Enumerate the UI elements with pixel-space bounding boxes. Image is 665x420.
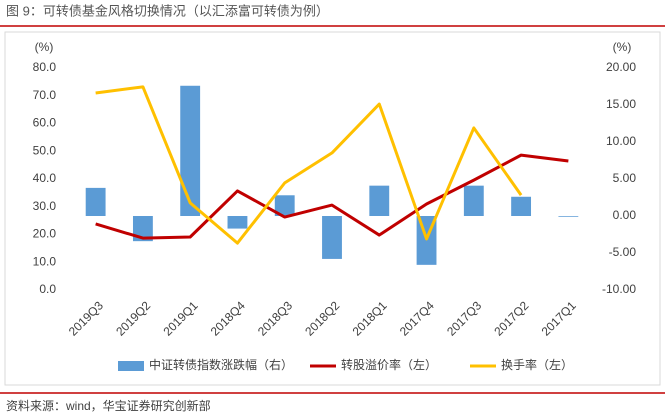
bar xyxy=(369,185,390,216)
bar xyxy=(322,216,342,259)
legend-label: 转股溢价率（左） xyxy=(341,357,437,372)
bar xyxy=(85,187,106,216)
line xyxy=(95,85,523,245)
bar xyxy=(180,85,201,216)
x-tick-label: 2018Q3 xyxy=(255,298,295,338)
y-tick-label: 40.0 xyxy=(33,171,57,185)
bar xyxy=(558,216,579,217)
y-tick-label: 20.0 xyxy=(33,227,57,241)
bar xyxy=(463,185,484,216)
y2-tick-label: 0.00 xyxy=(613,208,637,222)
x-tick-label: 2019Q1 xyxy=(160,298,200,338)
bar xyxy=(511,196,532,216)
y2-tick-label: -10.00 xyxy=(602,282,636,296)
y2-tick-label: 5.00 xyxy=(613,171,637,185)
x-tick-label: 2019Q2 xyxy=(113,298,153,338)
y-tick-label: 80.0 xyxy=(33,60,57,74)
y-tick-label: 30.0 xyxy=(33,199,57,213)
y-unit: (%) xyxy=(35,40,54,54)
legend-label: 中证转债指数涨跌幅（右） xyxy=(149,357,293,372)
x-tick-label: 2018Q2 xyxy=(302,298,342,338)
line xyxy=(95,153,569,240)
y2-tick-label: 10.00 xyxy=(606,134,636,148)
y-tick-label: 0.0 xyxy=(39,282,56,296)
y2-unit: (%) xyxy=(613,40,632,54)
x-tick-label: 2017Q3 xyxy=(444,298,484,338)
y-tick-label: 50.0 xyxy=(33,143,57,157)
y2-tick-label: -5.00 xyxy=(609,245,637,259)
bar xyxy=(132,216,153,242)
y-tick-label: 10.0 xyxy=(33,254,57,268)
legend-swatch xyxy=(118,361,144,371)
chart-title: 图 9：可转债基金风格切换情况（以汇添富可转债为例） xyxy=(6,3,329,18)
y2-tick-label: 20.00 xyxy=(606,60,636,74)
chart-frame xyxy=(4,31,661,386)
bar xyxy=(227,216,248,229)
x-tick-label: 2017Q4 xyxy=(397,298,437,338)
x-tick-label: 2018Q4 xyxy=(208,298,248,338)
source: 资料来源：wind，华宝证券研究创新部 xyxy=(6,398,211,413)
x-tick-label: 2018Q1 xyxy=(350,298,390,338)
x-tick-label: 2019Q3 xyxy=(66,298,106,338)
legend-label: 换手率（左） xyxy=(501,357,573,372)
y-tick-label: 60.0 xyxy=(33,116,57,130)
bar xyxy=(274,195,295,216)
y2-tick-label: 15.00 xyxy=(606,97,636,111)
x-tick-label: 2017Q1 xyxy=(539,298,579,338)
y-tick-label: 70.0 xyxy=(33,88,57,102)
x-tick-label: 2017Q2 xyxy=(491,298,531,338)
